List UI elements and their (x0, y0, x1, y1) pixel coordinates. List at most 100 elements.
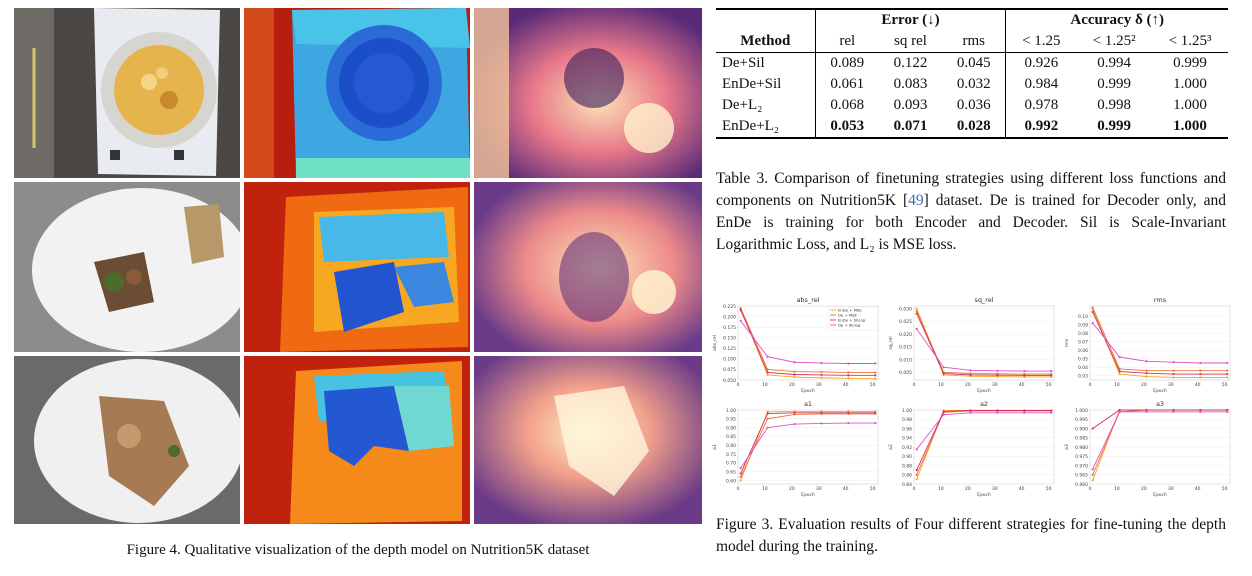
data-point (1145, 372, 1148, 375)
y-tick-label: 0.98 (902, 417, 912, 423)
data-point (969, 411, 972, 414)
x-tick-label: 20 (1141, 486, 1147, 492)
y-tick-label: 0.020 (899, 332, 912, 338)
data-point (1050, 375, 1053, 379)
col-rel: rel (839, 33, 856, 49)
data-point (766, 410, 769, 413)
plot-area (737, 409, 879, 485)
y-tick-label: 0.86 (902, 473, 912, 479)
series-line (916, 410, 1052, 471)
data-point (847, 371, 850, 374)
x-tick-label: 0 (1089, 382, 1092, 388)
x-axis-label: Epoch (801, 388, 815, 394)
method-header: Method (716, 31, 816, 53)
data-point (847, 411, 850, 414)
y-tick-label: 0.975 (1075, 454, 1088, 460)
x-tick-label: 40 (1195, 382, 1201, 388)
chart-title: a1 (804, 400, 812, 408)
data-point (766, 368, 769, 371)
data-point (1145, 360, 1148, 363)
caption-text: Table 3. Comparison of finetuning strate… (716, 170, 1226, 209)
data-point (793, 375, 796, 379)
value-cell: 0.089 (830, 55, 865, 71)
x-tick-label: 40 (1019, 486, 1025, 492)
data-point (766, 412, 769, 415)
data-point (820, 376, 823, 379)
y-tick-label: 0.980 (1075, 445, 1088, 451)
chart-panel-a3: a3 1.000 0.995 0.990 0.985 0.980 0.975 0.970 0.9… (1064, 400, 1231, 498)
method-cell: EnDe+Sil (716, 74, 816, 95)
data-point (1050, 409, 1053, 412)
rgb-image-row-3 (14, 356, 240, 524)
value-cell: 0.992 (1024, 118, 1059, 134)
error-group-header: Error (↓) (815, 9, 1007, 31)
series-line (740, 310, 876, 376)
data-point (793, 411, 796, 414)
col-rms: rms (942, 31, 1007, 53)
data-point (915, 307, 918, 310)
data-point (766, 426, 769, 429)
data-point (1172, 408, 1175, 412)
y-tick-label: 0.65 (726, 469, 736, 475)
data-point (766, 417, 769, 420)
x-tick-label: 30 (816, 486, 822, 492)
chart-panel-a2: a2 1.00 0.98 0.96 0.94 0.92 0.90 0.88 0.86 0.840 1… (888, 400, 1055, 498)
y-tick-label: 0.96 (902, 426, 912, 432)
value-cell: 0.071 (893, 118, 928, 134)
x-axis-label: Epoch (801, 492, 815, 498)
data-point (915, 327, 918, 331)
data-point (1145, 375, 1148, 378)
data-point (942, 366, 945, 369)
x-axis-label: Epoch (977, 492, 991, 498)
x-tick-label: 50 (1222, 486, 1228, 492)
data-point (820, 361, 823, 365)
value-cell: 0.032 (942, 74, 1007, 95)
data-point (1091, 468, 1094, 471)
y-tick-label: 0.06 (1078, 348, 1088, 354)
depth-map-row-1 (244, 8, 470, 178)
data-point (996, 409, 999, 412)
y-tick-label: 0.75 (726, 452, 736, 458)
data-point (874, 371, 877, 374)
data-point (1050, 374, 1053, 377)
y-axis-label: rms (1064, 338, 1070, 347)
data-point (1199, 410, 1202, 413)
x-tick-label: 30 (816, 382, 822, 388)
series-line (916, 313, 1052, 376)
data-point (847, 374, 850, 377)
y-tick-label: 0.04 (1078, 365, 1088, 371)
value-cell: 0.999 (1097, 76, 1132, 92)
table-row: EnDe+Sil 0.061 0.083 0.032 0.984 0.999 1… (716, 74, 1228, 95)
data-point (942, 372, 945, 375)
data-point (1199, 408, 1202, 412)
method-header-spacer (716, 9, 816, 31)
training-curves-grid: abs_rel0.2250.2000.1750.1500.1250.1000.0… (712, 296, 1231, 498)
value-cell: 0.998 (1097, 97, 1132, 113)
data-point (1226, 361, 1229, 365)
data-point (915, 448, 918, 451)
data-point (1199, 376, 1202, 379)
data-point (915, 473, 918, 476)
value-cell: 0.053 (830, 118, 865, 134)
x-tick-label: 10 (938, 382, 944, 388)
data-point (1118, 372, 1121, 376)
rgb-image-row-2 (14, 182, 240, 352)
data-point (915, 310, 918, 313)
value-cell: 1.000 (1173, 97, 1207, 113)
x-tick-label: 50 (1046, 382, 1052, 388)
data-point (969, 409, 972, 412)
col-sq-rel: sq rel (894, 33, 927, 49)
citation-link[interactable]: 49 (908, 192, 924, 209)
data-point (766, 355, 769, 358)
data-point (793, 413, 796, 416)
y-tick-label: 0.90 (902, 454, 912, 460)
value-cell: 1.000 (1173, 118, 1207, 134)
table-row-best: EnDe+L₂ 0.053 0.071 0.028 0.992 0.999 1.… (716, 116, 1228, 138)
data-point (1050, 369, 1053, 373)
y-tick-label: 0.970 (1075, 463, 1088, 469)
col-delta-3: < 1.25³ (1168, 33, 1212, 49)
x-tick-label: 30 (992, 382, 998, 388)
chart-title: a3 (1156, 400, 1164, 408)
data-point (1023, 375, 1026, 379)
data-point (739, 472, 742, 475)
